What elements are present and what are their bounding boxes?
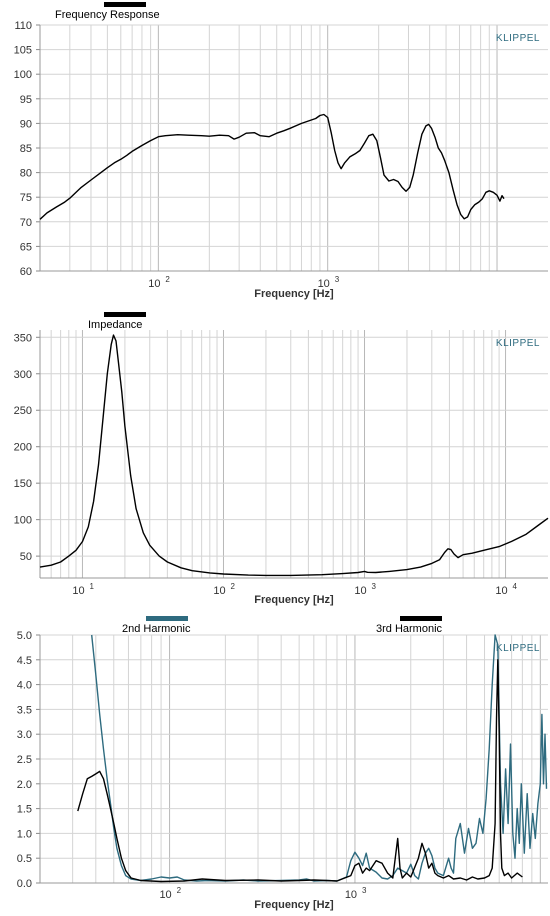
- klippel-watermark: KLIPPEL: [496, 338, 540, 349]
- y-tick-label: 70: [20, 217, 32, 229]
- x-tick-exponent: 2: [165, 275, 170, 284]
- y-tick-label: 0.5: [17, 853, 32, 865]
- x-tick-label: 10: [495, 585, 507, 597]
- x-tick-exponent: 3: [362, 886, 367, 895]
- y-tick-label: 3.0: [17, 729, 32, 741]
- x-axis-label: Frequency [Hz]: [254, 594, 334, 606]
- series-line: [39, 113, 505, 220]
- y-tick-label: 80: [20, 168, 32, 180]
- legend-swatch: [104, 312, 146, 317]
- legend-label: 3rd Harmonic: [376, 623, 443, 635]
- legend-label: 2nd Harmonic: [122, 623, 191, 635]
- legend-swatch: [104, 2, 146, 7]
- y-tick-label: 2.5: [17, 754, 32, 766]
- y-tick-label: 65: [20, 241, 32, 253]
- series-line: [91, 634, 548, 882]
- y-tick-label: 2.0: [17, 779, 32, 791]
- x-axis-label: Frequency [Hz]: [254, 899, 334, 911]
- legend-swatch: [146, 616, 188, 621]
- y-tick-label: 1.0: [17, 828, 32, 840]
- y-tick-label: 3.5: [17, 704, 32, 716]
- y-tick-label: 85: [20, 143, 32, 155]
- y-tick-label: 150: [14, 478, 32, 490]
- y-tick-label: 60: [20, 266, 32, 278]
- x-tick-label: 10: [345, 889, 357, 901]
- legend-label: Impedance: [88, 319, 142, 331]
- y-tick-label: 75: [20, 192, 32, 204]
- x-tick-label: 10: [148, 278, 160, 290]
- legend-label: Frequency Response: [55, 9, 160, 21]
- y-tick-label: 105: [14, 45, 32, 57]
- x-tick-exponent: 3: [372, 582, 377, 591]
- y-tick-label: 100: [14, 515, 32, 527]
- x-tick-label: 10: [354, 585, 366, 597]
- x-tick-exponent: 1: [89, 582, 94, 591]
- grid: [40, 330, 548, 578]
- x-tick-exponent: 4: [513, 582, 518, 591]
- y-tick-label: 110: [14, 20, 32, 32]
- x-tick-label: 10: [213, 585, 225, 597]
- y-tick-label: 100: [14, 69, 32, 81]
- klippel-watermark: KLIPPEL: [496, 643, 540, 654]
- y-tick-label: 4.0: [17, 680, 32, 692]
- y-tick-label: 90: [20, 118, 32, 130]
- grid: [40, 24, 548, 272]
- y-tick-label: 95: [20, 94, 32, 106]
- y-tick-label: 4.5: [17, 655, 32, 667]
- y-tick-label: 350: [14, 332, 32, 344]
- x-tick-label: 10: [159, 889, 171, 901]
- x-tick-label: 10: [318, 278, 330, 290]
- harmonics-chart: 0.0 0.5 1.0 1.5 2.0 2.5 3.0 3.5 4.0 4.5 5.0 10 2 10 3 F…: [17, 616, 548, 911]
- y-tick-label: 300: [14, 369, 32, 381]
- klippel-watermark: KLIPPEL: [496, 33, 540, 44]
- series-line: [39, 334, 549, 577]
- y-tick-label: 200: [14, 442, 32, 454]
- y-tick-label: 1.5: [17, 804, 32, 816]
- legend-swatch: [400, 616, 442, 621]
- x-tick-exponent: 3: [335, 275, 340, 284]
- y-tick-label: 250: [14, 405, 32, 417]
- y-tick-label: 5.0: [17, 630, 32, 642]
- x-tick-exponent: 2: [230, 582, 235, 591]
- x-tick-exponent: 2: [177, 886, 182, 895]
- x-axis-label: Frequency [Hz]: [254, 288, 334, 300]
- y-tick-label: 0.0: [17, 878, 32, 890]
- y-tick-label: 50: [20, 551, 32, 563]
- x-tick-label: 10: [72, 585, 84, 597]
- impedance-chart: 50 100 150 200 250 300 350 10 1 10 2 10 3 10 4 Frequenc…: [14, 312, 549, 606]
- series-line: [77, 659, 523, 883]
